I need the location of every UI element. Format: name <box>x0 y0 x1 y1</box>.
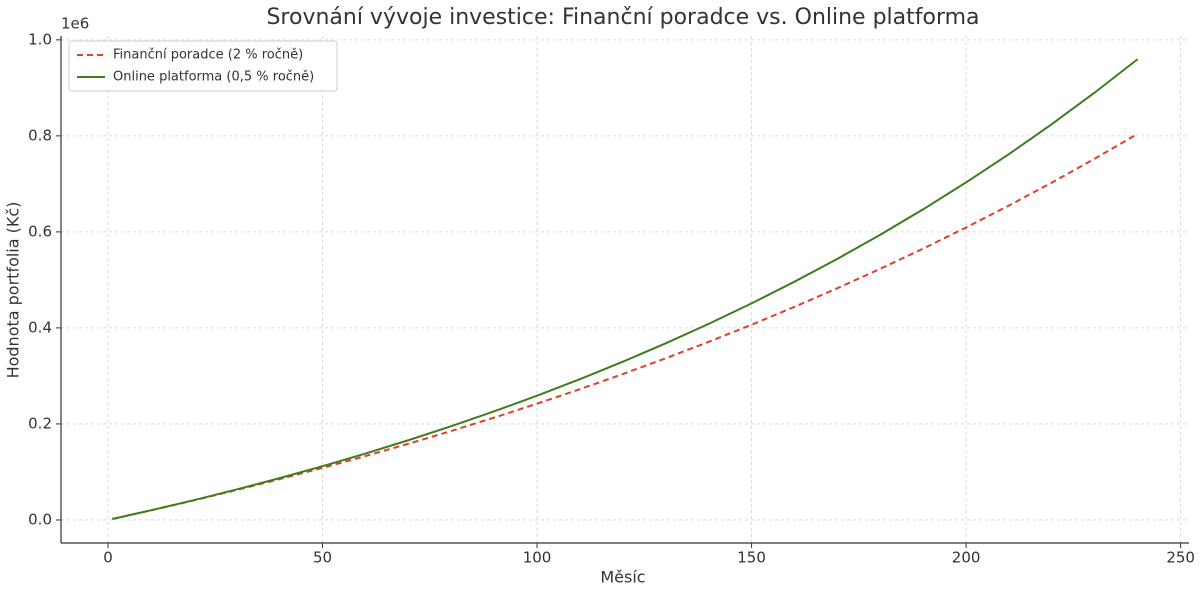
x-tick-label: 150 <box>737 549 766 567</box>
x-tick-label: 200 <box>952 549 981 567</box>
y-axis-label: Hodnota portfolia (Kč) <box>4 202 23 379</box>
y-tick-label: 0.0 <box>28 510 52 528</box>
legend-box <box>68 40 338 92</box>
x-tick-label: 50 <box>313 549 332 567</box>
x-tick-label: 0 <box>103 549 113 567</box>
x-tick-label: 100 <box>523 549 552 567</box>
x-tick-label: 250 <box>1166 549 1195 567</box>
y-offset-label: 1e6 <box>61 15 89 33</box>
series-line <box>112 132 1139 520</box>
y-tick-label: 0.2 <box>28 414 52 432</box>
y-tick-label: 0.8 <box>28 126 52 144</box>
x-axis-label: Měsíc <box>600 568 645 587</box>
series-line <box>112 58 1139 520</box>
y-tick-label: 1.0 <box>28 30 52 48</box>
y-tick-label: 0.6 <box>28 222 52 240</box>
legend-label: Finanční poradce (2 % ročně) <box>113 48 303 63</box>
chart-title: Srovnání vývoje investice: Finanční pora… <box>266 5 979 30</box>
legend-label: Online platforma (0,5 % ročně) <box>113 70 314 85</box>
y-tick-label: 0.4 <box>28 318 52 336</box>
